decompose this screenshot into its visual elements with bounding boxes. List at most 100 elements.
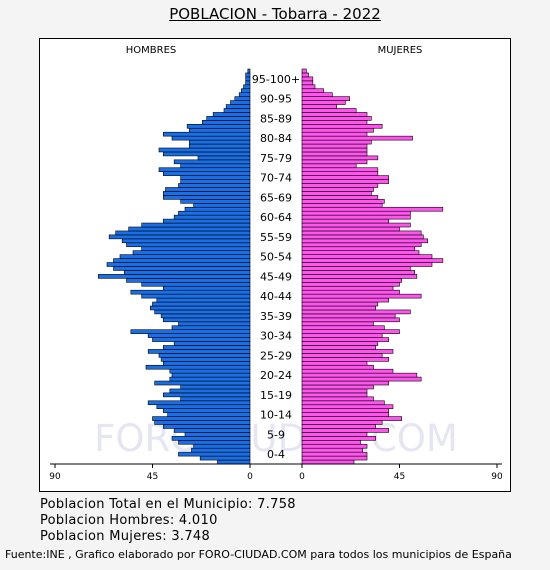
men-bar-age-68: [163, 191, 251, 196]
men-bar-age-79: [158, 147, 251, 153]
men-bar-age-95: [243, 84, 251, 90]
women-bar-age-4: [301, 443, 368, 449]
men-bar-age-70: [178, 183, 251, 188]
women-bar-age-28: [301, 349, 394, 354]
men-bar-age-51: [113, 258, 251, 263]
women-bar-age-87: [301, 116, 372, 121]
men-bar-age-80: [189, 143, 251, 149]
women-bar-age-74: [301, 167, 379, 173]
women-bar-age-11: [301, 416, 402, 421]
men-bar-age-58: [115, 230, 251, 236]
women-bar-age-51: [301, 258, 444, 263]
men-bar-age-53: [132, 250, 251, 255]
women-bar-age-24: [301, 364, 374, 370]
x-tick-label: 45: [147, 472, 158, 482]
men-bar-age-38: [154, 309, 251, 315]
women-bar-age-67: [301, 195, 379, 200]
age-group-label: 70-74: [260, 172, 292, 185]
age-group-label: 10-14: [260, 409, 292, 422]
men-bar-age-98: [245, 72, 251, 78]
women-bar-age-39: [301, 305, 376, 311]
women-bar-age-78: [301, 151, 368, 157]
age-group-label: 35-39: [260, 310, 292, 323]
women-bar-age-83: [301, 131, 368, 137]
men-bar-age-81: [189, 139, 251, 145]
women-bar-age-98: [301, 72, 309, 78]
women-bar-age-72: [301, 175, 389, 180]
men-bar-age-67: [163, 195, 251, 200]
women-bar-age-17: [301, 392, 368, 398]
men-bars: [98, 68, 251, 465]
women-bar-age-91: [301, 100, 346, 105]
men-bar-age-62: [173, 214, 251, 220]
women-bar-age-3: [301, 447, 363, 453]
men-bar-age-11: [152, 416, 251, 421]
men-bar-age-74: [158, 167, 251, 173]
men-bar-age-97: [245, 76, 251, 82]
axes: [50, 463, 502, 468]
women-bar-age-0: [301, 459, 355, 465]
women-bar-age-81: [301, 139, 372, 145]
women-bar-age-20: [301, 380, 389, 386]
men-bar-age-96: [245, 80, 251, 86]
women-bar-age-85: [301, 124, 383, 129]
men-bar-age-92: [234, 96, 251, 101]
women-bar-age-77: [301, 155, 379, 161]
women-bar-age-10: [301, 420, 383, 425]
women-bar-age-32: [301, 333, 383, 338]
women-bar-age-2: [301, 451, 368, 457]
women-bar-age-18: [301, 388, 368, 394]
men-bar-age-88: [212, 112, 251, 117]
women-bar-age-58: [301, 230, 422, 236]
x-tick-label: 0: [247, 472, 253, 482]
chart-title: POBLACION - Tobarra - 2022: [169, 5, 381, 23]
men-bar-age-69: [165, 187, 251, 192]
women-bar-age-62: [301, 214, 411, 220]
women-bar-age-84: [301, 127, 374, 133]
women-bar-age-50: [301, 262, 433, 267]
age-group-label: 0-4: [267, 448, 285, 461]
men-bar-age-40: [152, 301, 251, 307]
age-group-label: 55-59: [260, 231, 292, 244]
men-bar-age-8: [173, 428, 251, 433]
age-group-label: 50-54: [260, 251, 292, 264]
men-bar-age-20: [154, 380, 251, 386]
men-bar-age-82: [171, 135, 251, 141]
women-bar-age-88: [301, 112, 368, 117]
men-bar-age-6: [171, 436, 251, 441]
women-bar-age-53: [301, 250, 420, 255]
men-bar-age-25: [163, 360, 251, 366]
women-bar-age-69: [301, 187, 374, 192]
women-bar-age-93: [301, 92, 333, 97]
women-bar-age-95: [301, 84, 316, 90]
men-bar-age-93: [238, 92, 251, 97]
women-bar-age-37: [301, 313, 396, 319]
women-bar-age-26: [301, 357, 389, 362]
men-bar-age-24: [145, 364, 251, 370]
women-bar-age-52: [301, 254, 433, 259]
men-bar-age-49: [113, 266, 251, 271]
women-bar-age-82: [301, 135, 413, 141]
men-bar-age-61: [163, 218, 251, 224]
men-bar-age-90: [225, 104, 251, 109]
women-bar-age-30: [301, 341, 379, 346]
men-bar-age-52: [119, 254, 251, 259]
women-bar-age-65: [301, 203, 383, 208]
women-bar-age-41: [301, 297, 389, 303]
x-tick-label: 45: [394, 472, 405, 482]
women-bar-age-8: [301, 428, 389, 433]
women-population-text: Poblacion Mujeres: 3.748: [40, 529, 211, 544]
age-group-label: 30-34: [260, 330, 292, 343]
men-bar-age-17: [163, 392, 251, 398]
men-bar-age-3: [191, 447, 251, 453]
women-bar-age-99: [301, 68, 307, 74]
women-bar-age-61: [301, 218, 389, 224]
women-bar-age-57: [301, 234, 424, 240]
men-bar-age-50: [106, 262, 251, 267]
men-bar-age-21: [169, 376, 251, 382]
women-bar-age-47: [301, 274, 418, 279]
women-bar-age-43: [301, 289, 400, 295]
age-group-label: 85-89: [260, 112, 292, 125]
women-bar-age-25: [301, 360, 368, 366]
men-bar-age-91: [230, 100, 251, 105]
